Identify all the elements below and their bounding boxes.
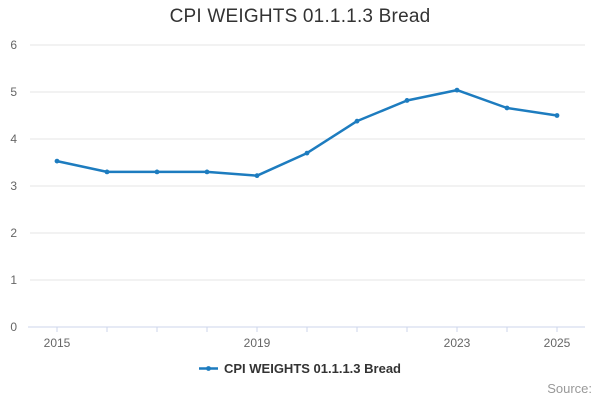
data-point-marker: [454, 87, 460, 93]
data-point-marker: [404, 98, 410, 103]
x-axis-tick-label: 2023: [444, 336, 471, 350]
y-axis-tick-label: 5: [10, 85, 17, 99]
data-point-marker: [204, 169, 210, 175]
data-point-marker: [354, 118, 360, 124]
data-point-marker: [104, 169, 110, 175]
chart-title: CPI WEIGHTS 01.1.1.3 Bread: [169, 6, 431, 27]
data-point-marker: [554, 113, 560, 118]
y-axis-tick-label: 4: [10, 132, 17, 146]
data-point-marker: [154, 169, 160, 175]
y-axis-tick-label: 3: [10, 179, 17, 193]
x-axis-tick-label: 2015: [44, 336, 71, 350]
plot-area: 0 1 2 3 4 5 6 2015 2019 2023 2025: [10, 38, 585, 350]
x-axis-tick-label: 2019: [244, 336, 271, 350]
legend-item-label: CPI WEIGHTS 01.1.1.3 Bread: [223, 361, 401, 376]
data-point-marker: [304, 150, 310, 156]
line-with-dot-icon: [198, 366, 218, 371]
y-axis-tick-label: 2: [10, 226, 17, 240]
y-axis-tick-label: 6: [10, 38, 17, 52]
x-axis-tick-label: 2025: [544, 336, 571, 350]
y-axis-tick-label: 0: [10, 320, 17, 334]
y-axis-tick-label: 1: [10, 273, 17, 287]
data-point-marker: [54, 158, 60, 164]
data-point-marker: [504, 105, 510, 111]
legend: CPI WEIGHTS 01.1.1.3 Bread: [0, 361, 600, 376]
legend-item[interactable]: CPI WEIGHTS 01.1.1.3 Bread: [198, 361, 401, 376]
source-credit: Source:: [547, 381, 592, 396]
series-line: [55, 88, 559, 177]
data-point-marker: [254, 173, 260, 179]
